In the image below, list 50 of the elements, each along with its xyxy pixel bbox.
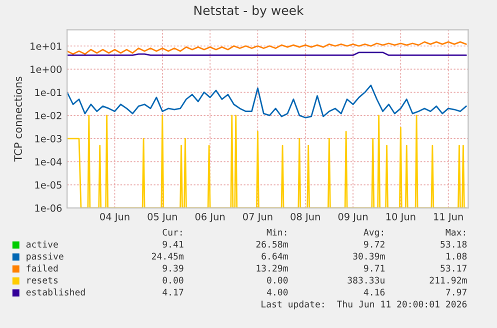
text: 4.17 bbox=[162, 288, 184, 296]
text: 4.16 bbox=[364, 288, 385, 296]
text: 211.92m bbox=[430, 276, 467, 284]
x-tick-label: 06 Jun bbox=[195, 212, 225, 222]
x-tick-label: 08 Jun bbox=[290, 212, 320, 222]
y-tick-label: 1e-06 bbox=[35, 204, 62, 212]
y-tick-label: 1e-03 bbox=[35, 135, 62, 142]
y-axis-title: TCP connections bbox=[14, 76, 22, 162]
text: Last update: Thu Jun 11 20:00:01 2026 bbox=[262, 300, 467, 310]
y-tick-label: 1e-02 bbox=[35, 112, 62, 120]
text: 383.33u bbox=[348, 276, 384, 284]
text: 6.64m bbox=[262, 252, 288, 260]
text: Avg: bbox=[364, 228, 384, 238]
text: Max: bbox=[446, 228, 466, 236]
legend-label: established bbox=[26, 288, 85, 296]
x-tick-label: 11 Jun bbox=[434, 213, 463, 222]
text: 4.00 bbox=[266, 288, 288, 296]
text: 7.97 bbox=[446, 288, 466, 296]
legend-label: resets bbox=[27, 277, 58, 284]
text: 53.18 bbox=[440, 240, 467, 248]
x-tick-label: 10 Jun bbox=[386, 212, 416, 222]
text: 13.29m bbox=[256, 264, 288, 272]
text: 53.17 bbox=[440, 264, 466, 272]
text: 9.39 bbox=[162, 264, 184, 272]
y-tick-label: 1e+01 bbox=[30, 42, 62, 50]
text: 0.00 bbox=[267, 276, 288, 284]
x-tick-label: 07 Jun bbox=[243, 212, 272, 222]
text: 9.71 bbox=[364, 264, 385, 272]
text: 9.41 bbox=[162, 240, 184, 248]
legend-label: passive bbox=[26, 252, 64, 262]
x-tick-label: 09 Jun bbox=[338, 212, 368, 222]
text: 26.58m bbox=[256, 240, 288, 248]
chart-title: Netstat - by week bbox=[194, 5, 304, 18]
y-tick-label: 1e+00 bbox=[30, 66, 62, 73]
text: 30.39m bbox=[353, 252, 385, 260]
text: 24.45m bbox=[152, 252, 184, 260]
line-series bbox=[67, 84, 467, 118]
y-tick-label: 1e-04 bbox=[35, 158, 62, 166]
x-tick-label: 04 Jun bbox=[100, 212, 130, 222]
text: 1.08 bbox=[446, 252, 467, 260]
y-tick-label: 1e-05 bbox=[35, 181, 62, 189]
x-tick-label: 05 Jun bbox=[148, 212, 177, 222]
text: Min: bbox=[266, 228, 286, 236]
legend-label: failed bbox=[26, 264, 58, 272]
text: Cur: bbox=[162, 228, 182, 236]
line-series bbox=[67, 41, 467, 55]
legend-label: active bbox=[26, 240, 58, 248]
text: 0.00 bbox=[162, 276, 184, 284]
y-tick-label: 1e-01 bbox=[35, 88, 62, 96]
text: 9.72 bbox=[364, 240, 384, 248]
